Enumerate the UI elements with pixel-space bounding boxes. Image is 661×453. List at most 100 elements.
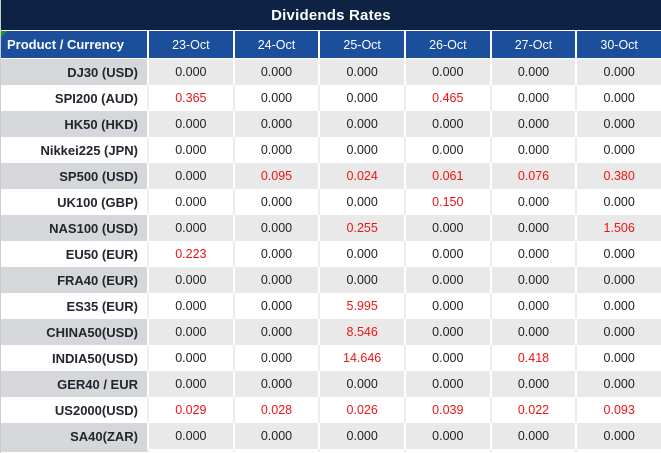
value-cell: 0.000 <box>318 59 404 85</box>
table-body: DJ30 (USD) 0.000 0.000 0.000 0.000 0.000 0.000… <box>1 59 661 449</box>
table-row: INDIA50(USD) 0.000 0.000 14.646 0.000 0.418 0.… <box>1 345 661 371</box>
value-cell: 0.000 <box>318 85 404 111</box>
value-cell: 0.039 <box>403 397 490 423</box>
table-row: FRA40 (EUR) 0.000 0.000 0.000 0.000 0.000 0.00… <box>1 267 661 293</box>
value-cell: 0.061 <box>403 163 490 189</box>
value-cell: 0.000 <box>575 85 661 111</box>
table-row: UK100 (GBP) 0.000 0.000 0.000 0.150 0.000 0.00… <box>1 189 661 215</box>
value-cell: 0.000 <box>232 85 319 111</box>
product-cell: SP500 (USD) <box>1 163 147 189</box>
table-row: HK50 (HKD) 0.000 0.000 0.000 0.000 0.000 0.000 <box>1 111 661 137</box>
value-cell: 0.000 <box>489 111 576 137</box>
value-cell: 0.000 <box>232 59 319 85</box>
value-cell: 0.000 <box>232 345 319 371</box>
table-row: SPI200 (AUD) 0.365 0.000 0.000 0.465 0.000 0.0… <box>1 85 661 111</box>
value-cell: 0.000 <box>403 111 490 137</box>
value-cell: 0.000 <box>489 293 576 319</box>
page-title: Dividends Rates <box>271 6 391 24</box>
value-cell: 8.546 <box>318 319 404 345</box>
value-cell: 0.000 <box>575 293 661 319</box>
value-cell: 0.000 <box>232 267 319 293</box>
value-cell: 0.000 <box>489 371 576 397</box>
value-cell: 0.000 <box>403 423 490 449</box>
value-cell: 0.076 <box>489 163 576 189</box>
value-cell: 0.000 <box>489 241 576 267</box>
value-cell: 0.000 <box>232 137 319 163</box>
value-cell: 0.000 <box>147 111 233 137</box>
table-row: SA40(ZAR) 0.000 0.000 0.000 0.000 0.000 0.000 <box>1 423 661 449</box>
table-header-row: Product / Currency 23-Oct 24-Oct 25-Oct 26-… <box>1 31 661 59</box>
date-header: 26-Oct <box>403 31 490 58</box>
product-cell: ES35 (EUR) <box>66 298 138 314</box>
value-cell: 0.000 <box>575 345 661 371</box>
table-row: EU50 (EUR) 0.223 0.000 0.000 0.000 0.000 0.000 <box>1 241 661 267</box>
date-header: 24-Oct <box>232 31 319 58</box>
value-cell: 0.000 <box>318 423 404 449</box>
value-cell: 0.028 <box>232 397 319 423</box>
value-cell: 0.026 <box>318 397 404 423</box>
value-cell: 0.000 <box>575 189 661 215</box>
value-cell: 0.000 <box>403 319 490 345</box>
date-header: 23-Oct <box>147 31 233 58</box>
value-cell: 0.000 <box>232 215 319 241</box>
value-cell: 0.000 <box>318 137 404 163</box>
value-cell: 0.000 <box>147 371 233 397</box>
product-cell: SA40(ZAR) <box>1 423 147 449</box>
table-row: US2000(USD) 0.029 0.028 0.026 0.039 0.022 0.09… <box>1 397 661 423</box>
value-cell: 0.000 <box>489 267 576 293</box>
value-cell: 0.000 <box>232 319 319 345</box>
value-cell: 5.995 <box>318 293 404 319</box>
value-cell: 0.000 <box>575 137 661 163</box>
value-cell: 0.000 <box>575 423 661 449</box>
value-cell: 0.223 <box>147 241 233 267</box>
value-cell: 0.150 <box>403 189 490 215</box>
value-cell: 0.000 <box>575 319 661 345</box>
value-cell: 0.000 <box>232 241 319 267</box>
table-row: DJ30 (USD) 0.000 0.000 0.000 0.000 0.000 0.000 <box>1 59 661 85</box>
value-cell: 0.000 <box>575 241 661 267</box>
value-cell: 0.000 <box>489 215 576 241</box>
value-cell: 0.000 <box>318 371 404 397</box>
value-cell: 0.093 <box>575 397 661 423</box>
value-cell: 0.000 <box>318 241 404 267</box>
value-cell: 0.000 <box>403 371 490 397</box>
value-cell: 0.000 <box>403 241 490 267</box>
value-cell: 0.000 <box>232 293 319 319</box>
value-cell: 0.095 <box>232 163 319 189</box>
table-row: SP500 (USD) 0.000 0.095 0.024 0.061 0.076 0.38… <box>1 163 661 189</box>
product-cell: GER40 / EUR <box>1 371 147 397</box>
product-cell: HK50 (HKD) <box>1 111 147 137</box>
table-row: CHINA50(USD) 0.000 0.000 8.546 0.000 0.000 0.0… <box>1 319 661 345</box>
date-header: 25-Oct <box>318 31 404 58</box>
value-cell: 0.000 <box>232 371 319 397</box>
product-cell: DJ30 (USD) <box>1 59 147 85</box>
value-cell: 0.000 <box>489 189 576 215</box>
product-cell: Nikkei225 (JPN) <box>40 142 138 158</box>
value-cell: 0.000 <box>575 267 661 293</box>
value-cell: 0.000 <box>403 59 490 85</box>
green-corner-marker-icon <box>1 31 7 37</box>
value-cell: 0.029 <box>147 397 233 423</box>
value-cell: 0.000 <box>147 345 233 371</box>
value-cell: 0.000 <box>318 111 404 137</box>
value-cell: 14.646 <box>318 345 404 371</box>
value-cell: 0.000 <box>232 189 319 215</box>
value-cell: 0.000 <box>147 137 233 163</box>
partial-product-cell <box>1 449 147 452</box>
product-cell: FRA40 (EUR) <box>1 267 147 293</box>
date-header: 27-Oct <box>489 31 576 58</box>
product-currency-header-label: Product / Currency <box>7 37 125 52</box>
product-cell: EU50 (EUR) <box>65 246 138 262</box>
value-cell: 0.000 <box>318 267 404 293</box>
value-cell: 0.000 <box>147 163 233 189</box>
title-bar: Dividends Rates <box>1 0 661 31</box>
value-cell: 0.000 <box>147 423 233 449</box>
value-cell: 0.000 <box>489 59 576 85</box>
value-cell: 0.000 <box>403 137 490 163</box>
value-cell: 0.000 <box>489 423 576 449</box>
value-cell: 0.000 <box>147 215 233 241</box>
value-cell: 0.000 <box>403 293 490 319</box>
value-cell: 0.000 <box>232 111 319 137</box>
date-header: 30-Oct <box>575 31 661 58</box>
